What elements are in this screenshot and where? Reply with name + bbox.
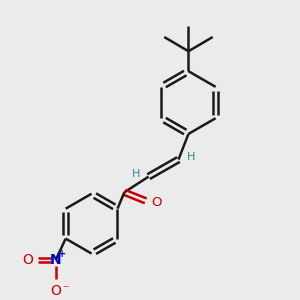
Text: O: O [151, 196, 161, 209]
Text: H: H [132, 169, 141, 179]
Text: O: O [22, 253, 33, 267]
Text: ⁻: ⁻ [62, 284, 69, 296]
Text: N: N [50, 253, 62, 267]
Text: +: + [58, 249, 66, 259]
Text: O: O [50, 284, 61, 298]
Text: H: H [187, 152, 195, 162]
